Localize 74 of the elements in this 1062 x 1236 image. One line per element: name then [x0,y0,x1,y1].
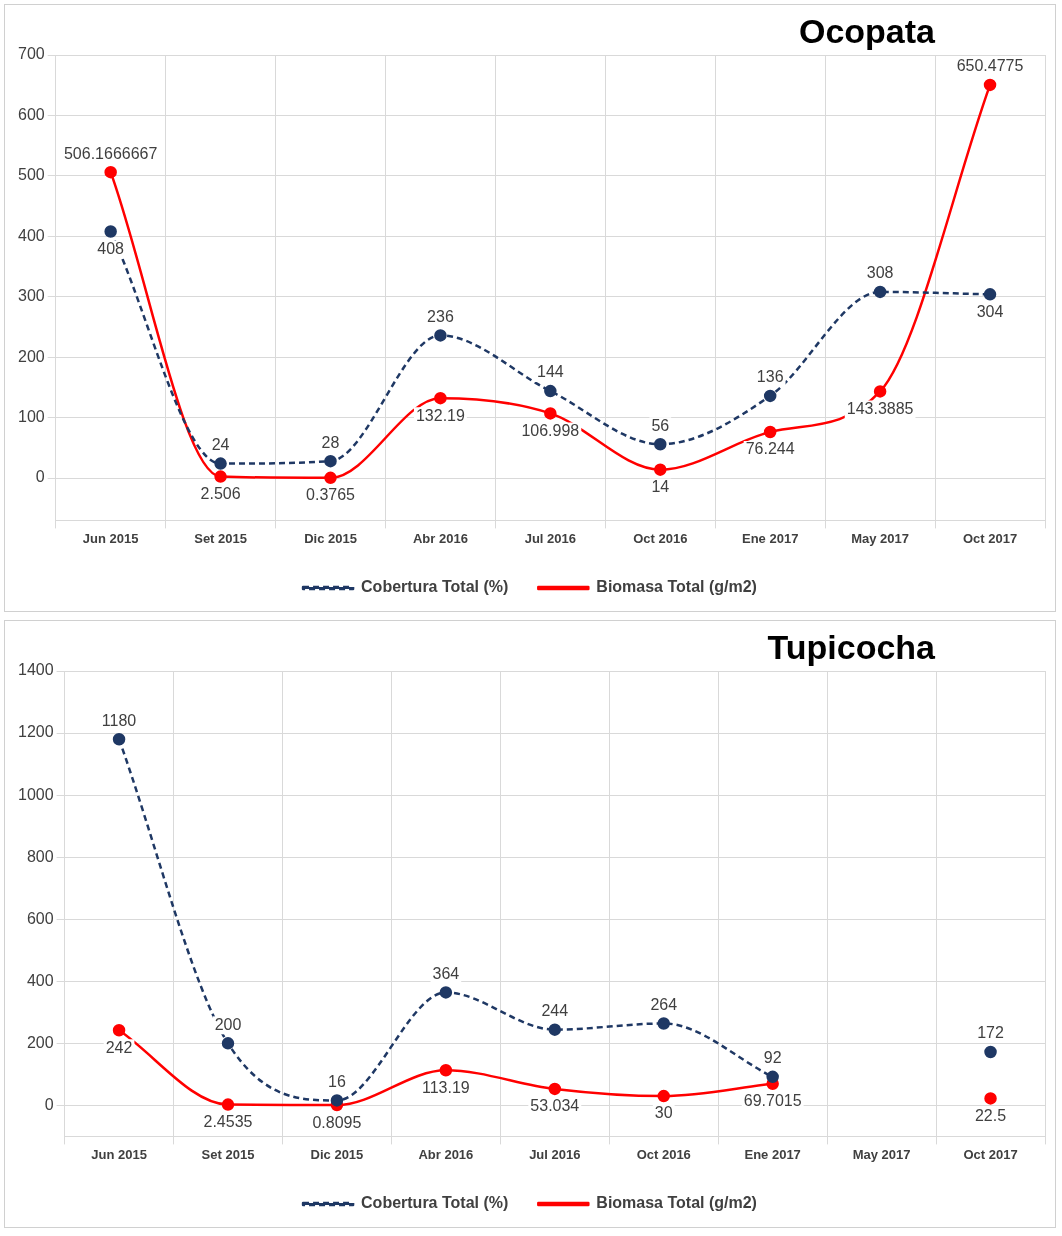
x-tick-label: May 2017 [851,530,910,546]
x-tick-label: Jun 2015 [82,530,139,546]
y-tick-label: 100 [17,408,45,426]
x-tick-label: Oct 2017 [963,1146,1018,1162]
data-label: 136 [756,368,784,386]
x-tick-label: Abr 2016 [412,530,468,546]
x-tick-label: Abr 2016 [418,1146,474,1162]
data-label: 200 [214,1015,242,1033]
data-label: 24 [211,435,230,453]
y-tick-label: 600 [26,909,54,927]
data-label: 364 [432,964,460,982]
data-label: 0.3765 [306,486,356,504]
x-tick-label: Dic 2015 [304,530,357,546]
data-label: 408 [97,239,125,257]
x-tick-label: Oct 2016 [636,1146,691,1162]
data-label: 132.19 [415,406,465,424]
data-label: 143.3885 [846,399,914,417]
data-label: 144 [537,363,564,381]
data-label: 308 [866,264,894,282]
data-label: 650.4775 [956,57,1024,75]
data-label: 236 [427,307,454,325]
x-tick-label: Dic 2015 [310,1146,364,1162]
x-tick-label: Jul 2016 [529,1146,581,1162]
x-tick-label: Set 2015 [194,530,247,546]
data-label: 14 [651,478,670,496]
x-tick-label: Ene 2017 [742,530,799,546]
y-tick-label: 400 [26,971,54,989]
data-label: 56 [651,416,670,434]
data-label: 28 [321,433,340,451]
data-label: 16 [328,1072,346,1090]
legend-label: Cobertura Total (%) [361,578,509,596]
legend-label: Biomasa Total (g/m2) [596,578,757,596]
data-label: 113.19 [421,1078,470,1096]
y-tick-label: 0 [44,1095,54,1113]
y-tick-label: 1000 [18,785,54,803]
x-tick-label: Oct 2016 [633,530,688,546]
y-tick-label: 1400 [18,661,54,679]
data-label: 506.1666667 [63,144,158,162]
data-label: 53.034 [530,1097,580,1115]
y-tick-label: 300 [17,287,45,305]
data-label: 242 [105,1038,133,1056]
y-tick-label: 1200 [18,723,54,741]
x-tick-label: Jul 2016 [524,530,577,546]
x-tick-label: Set 2015 [201,1146,255,1162]
data-label: 22.5 [974,1106,1007,1124]
data-label: 244 [541,1002,569,1020]
data-label: 2.4535 [203,1113,253,1131]
data-label: 0.8095 [312,1113,362,1131]
y-tick-label: 700 [17,45,45,63]
legend-label: Biomasa Total (g/m2) [596,1194,757,1212]
y-tick-label: 800 [26,847,54,865]
data-label: 172 [977,1024,1004,1042]
legend-label: Cobertura Total (%) [361,1194,509,1212]
x-tick-label: Ene 2017 [744,1146,801,1162]
x-tick-label: May 2017 [852,1146,911,1162]
data-label: 92 [763,1049,782,1067]
y-tick-label: 200 [17,347,45,365]
x-tick-label: Jun 2015 [91,1146,147,1162]
chart-title: Ocopata [798,12,937,51]
data-label: 2.506 [200,484,241,502]
y-tick-label: 500 [17,166,45,184]
y-tick-label: 600 [17,105,45,123]
data-label: 30 [654,1104,673,1122]
data-label: 304 [976,302,1004,320]
data-label: 264 [650,995,678,1013]
x-tick-label: Oct 2017 [962,530,1018,546]
y-tick-label: 0 [35,468,45,486]
y-tick-label: 200 [26,1033,54,1051]
chart-title: Tupicocha [767,628,937,667]
data-label: 69.7015 [743,1092,802,1110]
y-tick-label: 400 [17,226,45,244]
data-label: 1180 [101,711,137,729]
data-label: 106.998 [521,421,580,439]
data-label: 76.244 [745,440,795,458]
